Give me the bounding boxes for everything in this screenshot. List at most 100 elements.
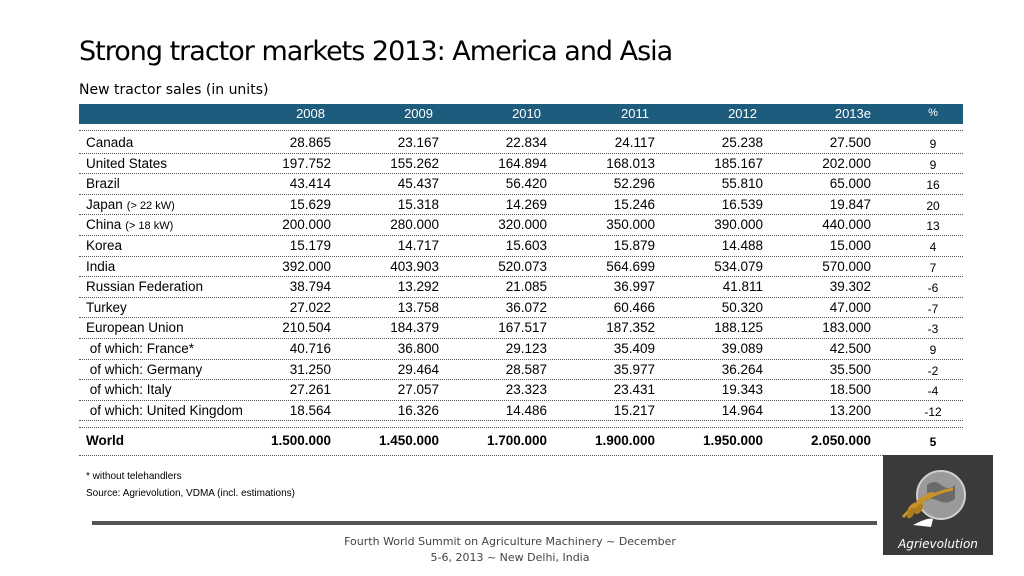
percent-cell: 20 <box>926 198 940 213</box>
row-separator <box>79 194 963 195</box>
value-cell: 23.167 <box>397 135 439 150</box>
value-cell: 27.057 <box>397 382 439 398</box>
value-cell: 29.464 <box>397 361 439 377</box>
value-cell: 570.000 <box>822 258 871 274</box>
value-cell: 19.847 <box>829 196 871 212</box>
value-cell: 1.950.000 <box>702 433 763 448</box>
row-separator <box>79 338 963 339</box>
row-label: of which: France* <box>86 341 198 356</box>
row-label: World <box>86 433 124 448</box>
value-cell: 35.409 <box>613 341 655 356</box>
percent-cell: 9 <box>929 137 937 151</box>
percent-cell: -12 <box>924 404 942 419</box>
col-2010: 2010 <box>512 106 541 121</box>
value-cell: 38.794 <box>289 279 331 295</box>
footnote: * without telehandlers <box>86 471 182 482</box>
col-2008: 2008 <box>296 106 325 121</box>
value-cell: 392.000 <box>282 258 331 274</box>
row-separator <box>79 153 963 154</box>
percent-cell: 5 <box>929 435 937 449</box>
value-cell: 42.500 <box>829 341 871 356</box>
row-label: Korea <box>86 238 126 253</box>
row-name: United States <box>86 155 168 171</box>
row-name: of which: Germany <box>86 361 203 377</box>
value-cell: 15.603 <box>505 238 547 253</box>
value-cell: 280.000 <box>390 217 439 233</box>
row-name: Brazil <box>86 176 120 192</box>
agrievolution-logo: Agrievolution <box>883 455 993 555</box>
value-cell: 187.352 <box>606 320 655 336</box>
row-name: Japan <box>86 196 123 212</box>
row-note: (> 18 kW) <box>125 220 174 233</box>
row-separator <box>79 317 963 318</box>
value-cell: 13.292 <box>397 279 439 295</box>
col-2013e: 2013e <box>834 106 871 121</box>
value-cell: 1.900.000 <box>594 433 655 448</box>
value-cell: 56.420 <box>505 176 547 192</box>
row-label: European Union <box>86 320 188 335</box>
row-name: World <box>86 433 124 448</box>
value-cell: 35.977 <box>613 361 655 377</box>
value-cell: 29.123 <box>505 341 547 356</box>
value-cell: 52.296 <box>613 176 655 192</box>
row-name: India <box>86 258 116 274</box>
value-cell: 15.246 <box>613 196 655 212</box>
value-cell: 15.217 <box>613 402 655 418</box>
percent-cell: 4 <box>929 240 937 254</box>
value-cell: 27.500 <box>829 135 871 150</box>
row-separator <box>79 130 963 131</box>
value-cell: 55.810 <box>721 176 763 192</box>
row-separator <box>79 173 963 174</box>
value-cell: 1.700.000 <box>486 433 547 448</box>
value-cell: 39.089 <box>721 341 763 356</box>
value-cell: 41.811 <box>722 279 763 295</box>
value-cell: 28.587 <box>505 361 547 377</box>
row-separator <box>79 427 963 428</box>
logo-text: Agrievolution <box>898 537 978 551</box>
value-cell: 13.758 <box>397 299 439 315</box>
col-2009: 2009 <box>404 106 433 121</box>
value-cell: 47.000 <box>829 299 871 315</box>
row-separator <box>79 379 963 380</box>
value-cell: 45.437 <box>397 176 439 192</box>
value-cell: 65.000 <box>829 176 871 192</box>
value-cell: 60.466 <box>613 299 655 315</box>
value-cell: 210.504 <box>282 320 331 336</box>
value-cell: 27.022 <box>289 299 331 315</box>
value-cell: 18.564 <box>289 402 331 418</box>
row-name: of which: France* <box>86 341 195 356</box>
row-separator <box>79 235 963 236</box>
value-cell: 15.179 <box>289 238 331 253</box>
value-cell: 23.323 <box>505 382 547 398</box>
value-cell: 390.000 <box>714 217 763 233</box>
value-cell: 50.320 <box>721 299 763 315</box>
row-name: Turkey <box>86 299 127 315</box>
col-2011: 2011 <box>621 106 649 121</box>
value-cell: 184.379 <box>390 320 439 336</box>
value-cell: 21.085 <box>505 279 547 295</box>
value-cell: 350.000 <box>606 217 655 233</box>
percent-cell: 16 <box>926 178 940 193</box>
value-cell: 25.238 <box>721 135 763 150</box>
value-cell: 197.752 <box>282 155 331 171</box>
value-cell: 155.262 <box>390 155 439 171</box>
percent-cell: -2 <box>927 363 939 378</box>
value-cell: 14.964 <box>721 402 763 418</box>
footer-text: Fourth World Summit on Agriculture Machi… <box>344 535 676 564</box>
value-cell: 320.000 <box>498 217 547 233</box>
percent-cell: -7 <box>927 301 939 316</box>
value-cell: 14.269 <box>505 196 547 212</box>
value-cell: 14.486 <box>505 402 547 418</box>
row-label: Russian Federation <box>86 279 207 294</box>
row-separator <box>79 455 963 456</box>
row-name: Russian Federation <box>86 279 204 295</box>
row-separator <box>79 297 963 298</box>
value-cell: 36.072 <box>505 299 547 315</box>
percent-cell: 7 <box>929 260 937 275</box>
percent-cell: -6 <box>927 281 939 296</box>
value-cell: 403.903 <box>390 258 439 274</box>
value-cell: 16.539 <box>721 196 763 212</box>
value-cell: 14.717 <box>397 238 439 253</box>
value-cell: 200.000 <box>282 217 331 233</box>
value-cell: 164.894 <box>498 155 547 171</box>
